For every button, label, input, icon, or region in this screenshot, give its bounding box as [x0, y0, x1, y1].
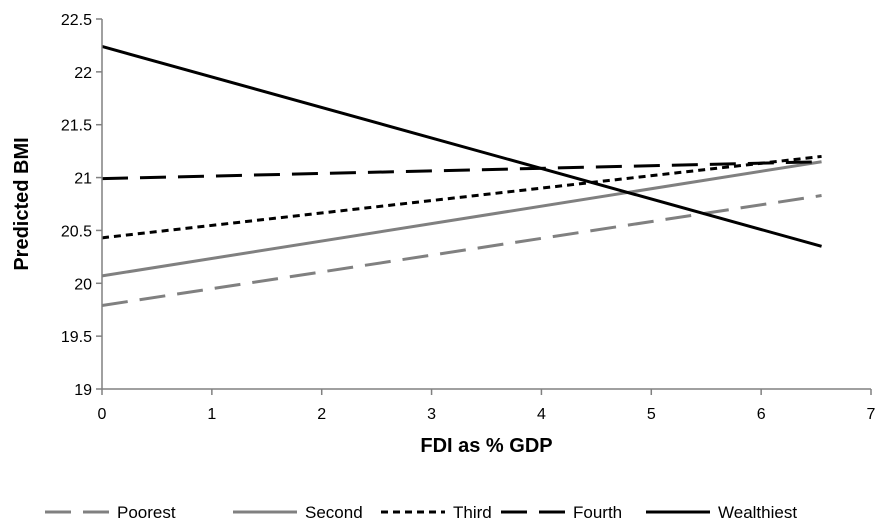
series-line-poorest [101, 194, 822, 307]
y-axis-title: Predicted BMI [11, 137, 33, 270]
y-tick-label: 19.5 [61, 329, 92, 346]
y-tick-label: 19 [74, 382, 92, 399]
series-line-third [101, 154, 822, 240]
y-tick-label: 21.5 [61, 118, 92, 135]
x-tick-label: 1 [207, 406, 216, 423]
x-tick-label: 3 [427, 406, 436, 423]
legend-label-third: Third [453, 503, 492, 522]
x-tick-label: 4 [537, 406, 546, 423]
x-tick-label: 5 [647, 406, 656, 423]
legend-label-fourth: Fourth [573, 503, 622, 522]
series-line-wealthiest [101, 45, 822, 248]
y-tick-label: 21 [74, 171, 92, 188]
series-layer [101, 45, 822, 307]
axes-layer: 19 19.5 20 20.5 21 21.5 22 22.5 0 1 2 3 4 5 6 7 [61, 12, 875, 423]
x-tick-label: 7 [867, 406, 875, 423]
legend: Poorest Second Third Fourth Wealthiest [45, 503, 797, 522]
legend-label-wealthiest: Wealthiest [718, 503, 797, 522]
y-tick-label: 22.5 [61, 12, 92, 29]
y-tick-label: 22 [74, 65, 92, 82]
x-tick-label: 2 [317, 406, 326, 423]
legend-label-poorest: Poorest [117, 503, 176, 522]
y-tick-label: 20.5 [61, 223, 92, 240]
series-line-fourth [101, 160, 822, 181]
x-tick-label: 0 [98, 406, 107, 423]
x-axis-title: FDI as % GDP [420, 435, 552, 457]
series-line-second [101, 160, 822, 278]
legend-label-second: Second [305, 503, 363, 522]
x-tick-label: 6 [757, 406, 766, 423]
y-tick-label: 20 [74, 276, 92, 293]
